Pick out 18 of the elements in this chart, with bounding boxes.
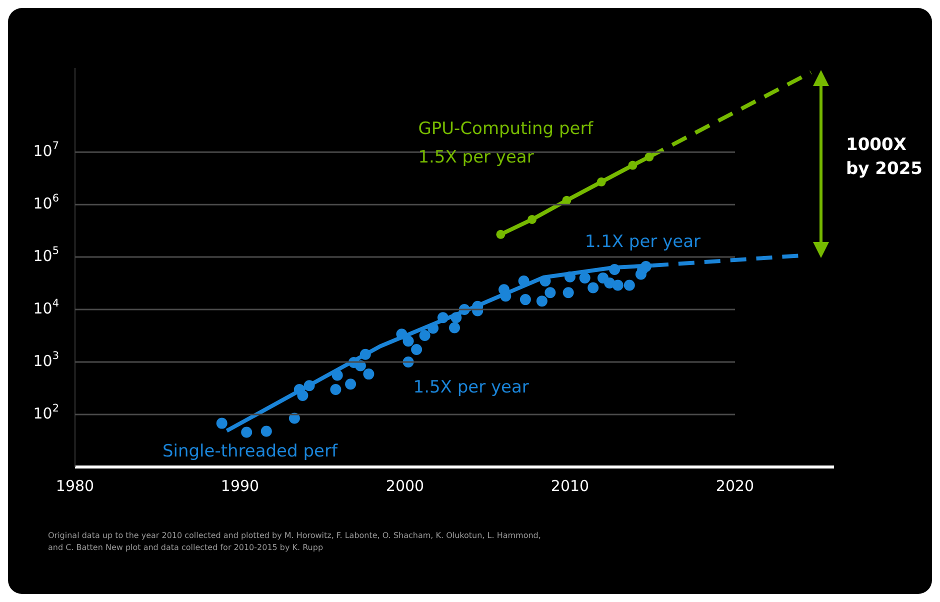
- x-tick-label: 2000: [386, 477, 424, 495]
- annotation: 1.5X per year: [418, 147, 534, 168]
- y-tick-label: 10$^{6}$: [33, 192, 60, 213]
- series-label: Single-threaded perf: [162, 441, 338, 462]
- annotation: 1.5X per year: [413, 376, 529, 397]
- x-tick-label: 1990: [220, 477, 260, 495]
- y-tick-label: 10$^{3}$: [33, 350, 59, 370]
- annotation: 1.1X per year: [584, 231, 701, 252]
- x-tick-label: 2010: [550, 477, 590, 495]
- y-tick-label: 10$^{2}$: [33, 402, 59, 423]
- y-tick-label: 10$^{7}$: [33, 140, 59, 160]
- text: 1000X by 2025: [846, 134, 922, 181]
- x-tick-label: 1980: [56, 477, 94, 495]
- x-tick-label: 2020: [716, 477, 754, 495]
- y-tick-label: 10$^{4}$: [33, 297, 60, 318]
- text: Original data up to the year 2010 collected and plotted by M. Horowitz, F. Labonte, O. Shacham, K. Olukotun, L. Hammond, and C. Batten New plot and data collected for 2010-2015 by K. Rupp: [48, 530, 542, 554]
- text: GPU-Computing perf: [418, 119, 594, 140]
- y-tick-label: 10$^{5}$: [33, 244, 59, 266]
